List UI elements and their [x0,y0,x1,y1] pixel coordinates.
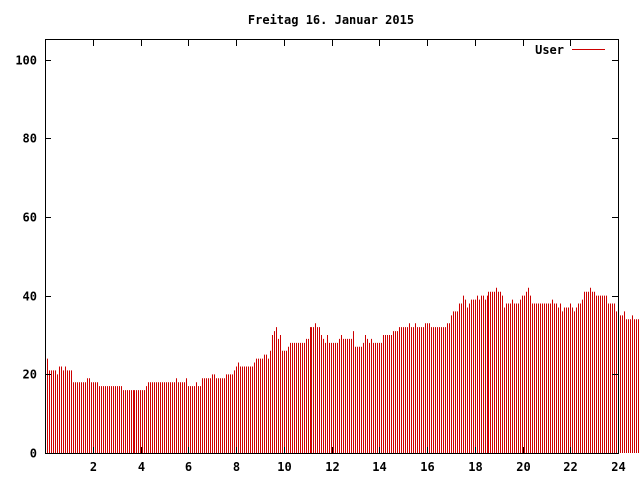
chart-title: Freitag 16. Januar 2015 [248,13,414,27]
y-tick-label: 0 [30,447,37,461]
x-tick-label: 20 [516,460,530,474]
bars-layer [45,287,639,453]
x-tick-label: 22 [563,460,577,474]
x-tick-label: 6 [185,460,192,474]
x-tick-label: 14 [372,460,386,474]
x-tick-label: 12 [325,460,339,474]
y-tick-label: 80 [23,132,37,146]
x-tick-label: 8 [233,460,240,474]
y-tick-label: 100 [15,54,37,68]
x-tick-label: 16 [420,460,434,474]
legend: User [535,43,605,57]
x-tick-label: 10 [277,460,291,474]
y-tick-label: 60 [23,211,37,225]
x-tick-label: 18 [468,460,482,474]
y-tick-label: 40 [23,290,37,304]
plot-frame [45,39,619,454]
legend-label: User [535,43,564,57]
x-tick-label: 2 [90,460,97,474]
x-tick-label: 24 [611,460,625,474]
y-tick-label: 20 [23,368,37,382]
x-tick-label: 4 [138,460,145,474]
